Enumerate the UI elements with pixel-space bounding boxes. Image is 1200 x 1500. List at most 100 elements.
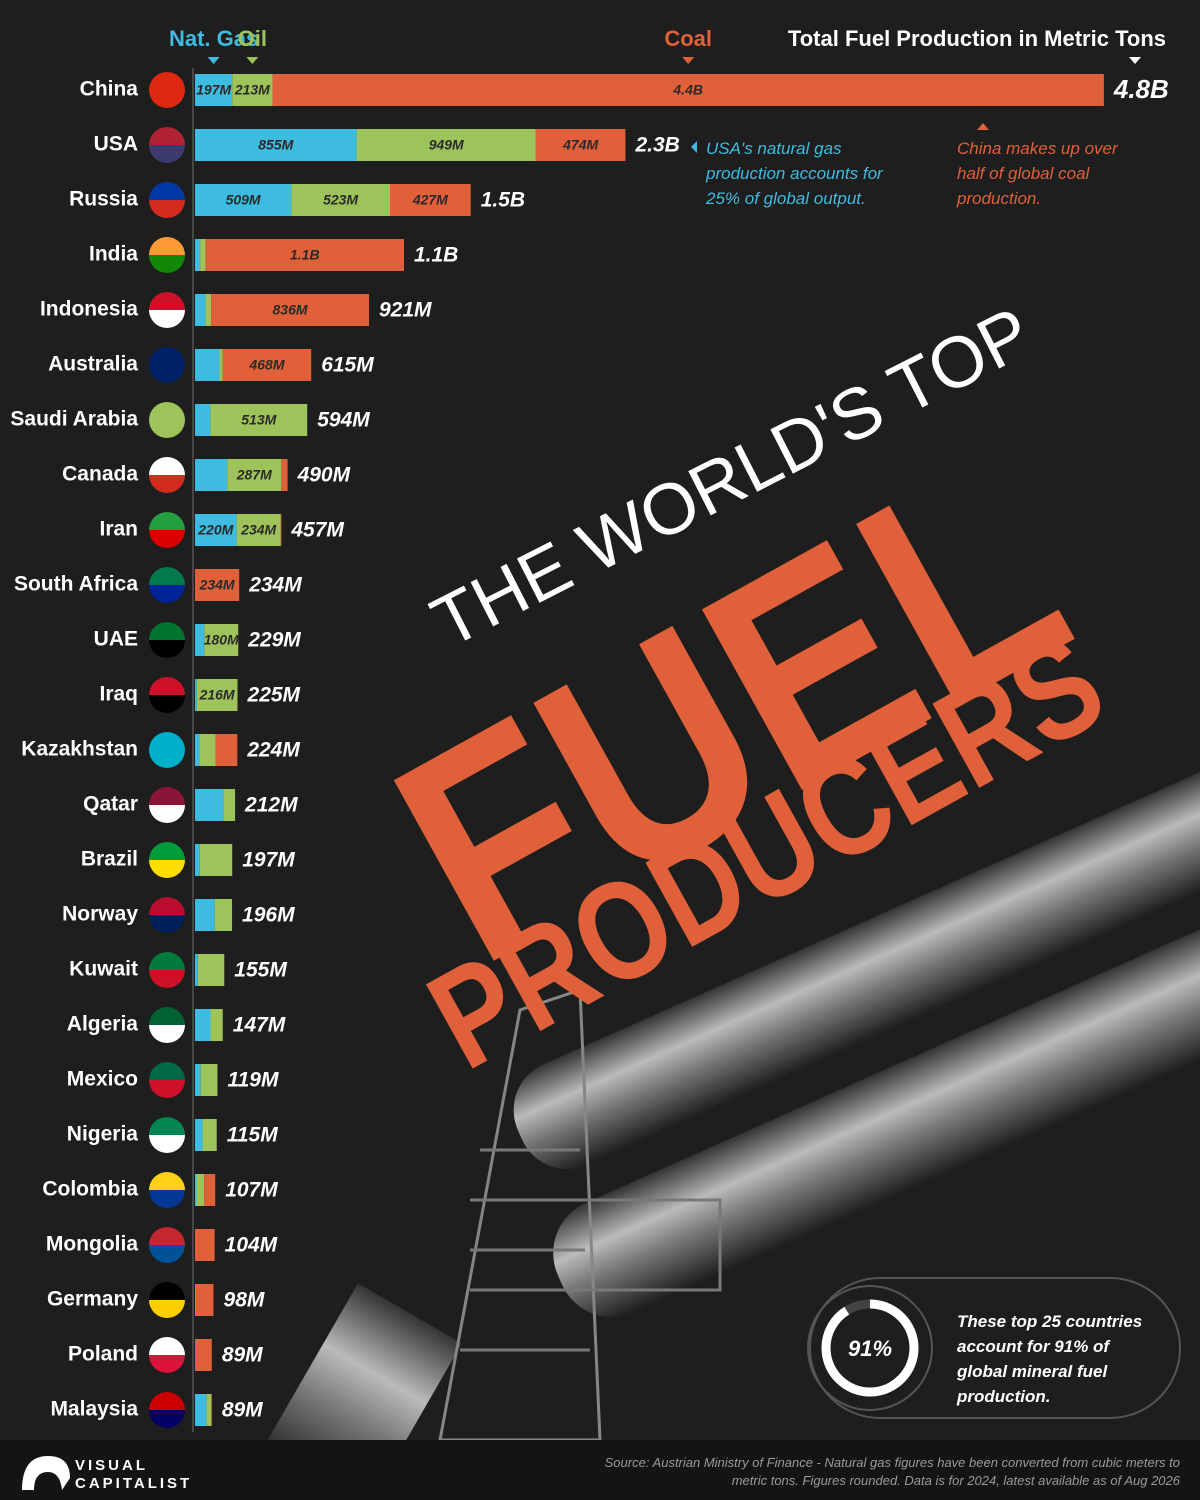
bar-segment [204, 624, 239, 656]
total-label: 147M [233, 1014, 286, 1037]
total-label: 4.8B [1113, 74, 1169, 104]
bar-segment [206, 1394, 212, 1426]
segment-label: 180M [204, 632, 239, 648]
flag [149, 732, 185, 750]
bar-segment [199, 844, 233, 876]
flag [149, 640, 185, 658]
category-label: Brazil [81, 848, 138, 871]
flag [149, 292, 185, 310]
flag [149, 1172, 185, 1190]
category-label: Colombia [42, 1178, 138, 1201]
legend-label: Coal [664, 26, 712, 51]
segment-label: 220M [197, 522, 233, 538]
bar-segment [195, 1119, 203, 1151]
pipes-photo [258, 734, 1200, 1500]
highlight-value: 91% [848, 1336, 892, 1361]
bar-segment [195, 349, 220, 381]
segment-label: 197M [196, 82, 231, 98]
annotation: China makes up over half of global coal … [957, 139, 1118, 208]
bar-segment [195, 239, 201, 271]
total-label: 98M [224, 1289, 265, 1312]
legend-pointer [246, 57, 259, 64]
category-label: Russia [69, 188, 138, 211]
flag [149, 1117, 185, 1135]
flag [149, 750, 185, 768]
bar-segment [195, 679, 197, 711]
bar-segment [210, 404, 308, 436]
bar-segment [195, 1229, 215, 1261]
flag [149, 1337, 185, 1355]
flag [149, 1410, 185, 1428]
segment-label: 287M [236, 467, 272, 483]
segment-label: 234M [199, 577, 235, 593]
flag [149, 860, 185, 878]
total-label: 457M [290, 519, 344, 542]
category-label: Mexico [67, 1068, 138, 1091]
flag [149, 842, 185, 860]
flag [149, 255, 185, 273]
flag [149, 1245, 185, 1263]
flag [149, 420, 185, 438]
pointer [977, 123, 989, 130]
bar-segment [195, 734, 200, 766]
category-label: Poland [68, 1343, 138, 1366]
total-label: 119M [227, 1069, 278, 1092]
category-label: Qatar [83, 793, 138, 816]
bar-segment [195, 954, 198, 986]
bar-segment [196, 679, 238, 711]
flag [149, 805, 185, 823]
category-label: Norway [62, 903, 138, 926]
bar-segment [195, 624, 205, 656]
flag [149, 1025, 185, 1043]
flag [149, 530, 185, 548]
flag [149, 1300, 185, 1318]
flag [149, 200, 185, 218]
bar-segment [535, 129, 626, 161]
category-label: Germany [47, 1288, 138, 1311]
bar-segment [202, 1119, 217, 1151]
highlight-text: These top 25 countries account for 91% o… [957, 1312, 1143, 1406]
segment-label: 509M [226, 192, 261, 208]
bar-segment [281, 459, 288, 491]
bar-segment [195, 514, 237, 546]
total-label: 212M [244, 794, 298, 817]
bar-segment [280, 514, 282, 546]
flag [149, 1392, 185, 1410]
bar-segment [200, 239, 206, 271]
bar-segment [227, 459, 282, 491]
flag [149, 915, 185, 933]
total-label: 89M [222, 1344, 263, 1367]
category-label: Indonesia [40, 298, 138, 321]
total-label: 1.5B [481, 189, 525, 212]
bar-segment [204, 1174, 216, 1206]
category-label: USA [94, 133, 138, 156]
segment-label: 234M [240, 522, 276, 538]
category-label: Nigeria [67, 1123, 139, 1146]
category-label: UAE [94, 628, 138, 651]
bar-segment [195, 1339, 212, 1371]
bar-segment [196, 1174, 205, 1206]
brand: VISUAL [75, 1457, 148, 1474]
bar-segment [272, 74, 1104, 106]
bar-segment [223, 789, 236, 821]
bar-segment [195, 1284, 196, 1316]
bar-segment [390, 184, 471, 216]
total-label: 115M [227, 1124, 278, 1147]
logo [22, 1456, 70, 1490]
segment-label: 513M [241, 412, 276, 428]
flag [149, 567, 185, 585]
total-label: 225M [247, 684, 301, 707]
category-label: South Africa [14, 573, 138, 596]
total-label: 229M [247, 629, 301, 652]
flag [149, 622, 185, 640]
brand: CAPITALIST [75, 1475, 192, 1492]
bar-segment [356, 129, 536, 161]
bar-segment [222, 349, 312, 381]
segment-label: 213M [234, 82, 270, 98]
flag [149, 310, 185, 328]
category-label: Algeria [67, 1013, 139, 1036]
bar-segment [195, 569, 240, 601]
category-label: Iran [99, 518, 138, 541]
bar-segment [195, 1009, 211, 1041]
